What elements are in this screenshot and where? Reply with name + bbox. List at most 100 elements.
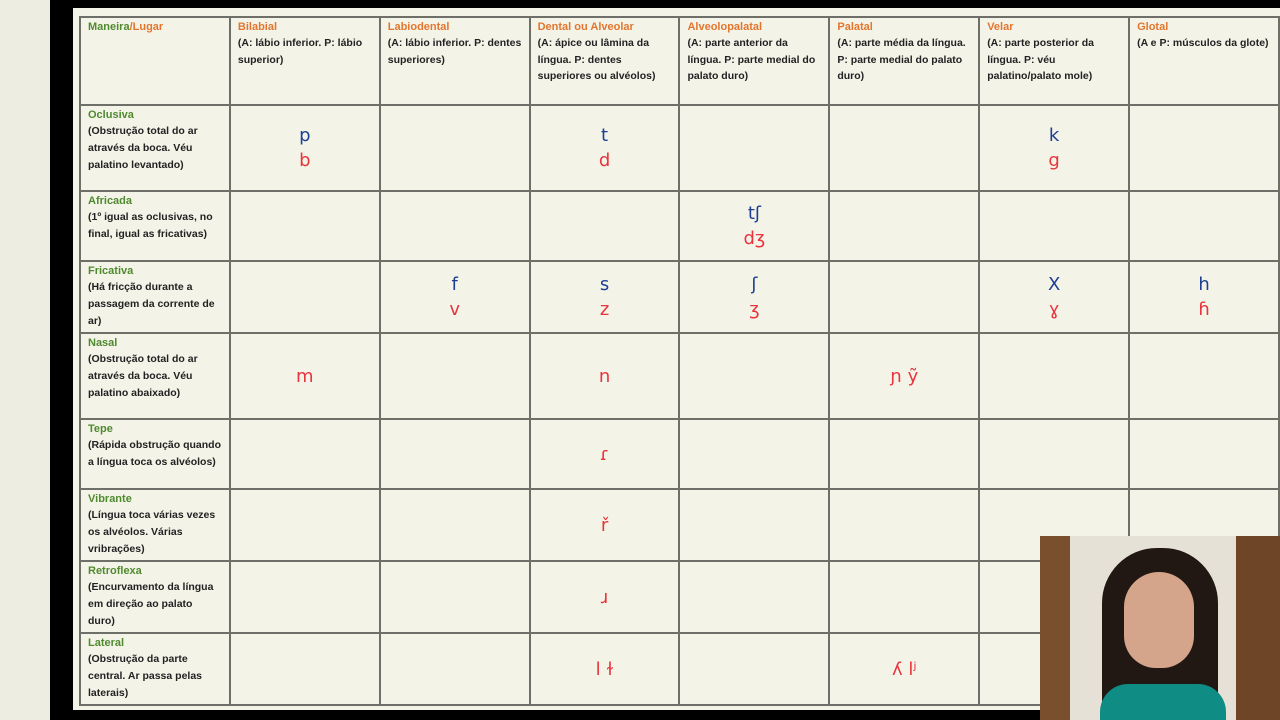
table-cell xyxy=(828,260,981,334)
table-cell: ʎ lʲ xyxy=(828,632,981,706)
table-row: Tepe (Rápida obstrução quando a língua to… xyxy=(79,418,1280,490)
manner-header: Maneira xyxy=(88,21,130,33)
column-name: Bilabial xyxy=(237,21,278,33)
column-name: Velar xyxy=(987,21,1014,33)
table-cell: l ɫ xyxy=(528,632,681,706)
table-cell xyxy=(828,190,981,262)
manner-name: Oclusiva xyxy=(88,109,134,121)
presenter-face xyxy=(1124,572,1194,668)
table-cell xyxy=(828,488,981,562)
table-cell xyxy=(378,632,531,706)
table-cell: ř xyxy=(528,488,681,562)
table-cell xyxy=(1128,190,1280,262)
table-row: Oclusiva (Obstrução total do ar através d… xyxy=(79,104,1280,192)
table-cell xyxy=(678,104,831,192)
table-cell xyxy=(1128,418,1280,490)
manner-description: (Obstrução total do ar através da boca. … xyxy=(88,125,198,171)
presenter-shirt xyxy=(1100,684,1226,720)
table-cell: n xyxy=(528,332,681,420)
voiced-symbol: ʒ xyxy=(749,299,760,320)
voiceless-symbol: ʃ xyxy=(751,274,758,295)
column-header-0: Bilabial (A: lábio inferior. P: lábio sup… xyxy=(228,16,381,106)
column-description: (A: parte média da língua. P: parte medi… xyxy=(837,37,966,82)
table-cell xyxy=(378,190,531,262)
column-description: (A: parte anterior da língua. P: parte m… xyxy=(687,37,816,82)
table-cell xyxy=(678,560,831,634)
table-cell: ɹ xyxy=(528,560,681,634)
voiced-symbol: ʎ lʲ xyxy=(892,658,917,680)
column-description: (A: ápice ou lâmina da língua. P: dentes… xyxy=(537,37,656,82)
voiceless-symbol: k xyxy=(1048,125,1060,146)
column-header-3: Alveolopalatal (A: parte anterior da líng… xyxy=(678,16,831,106)
manner-name: Lateral xyxy=(88,637,125,649)
consonant-table: Maneira/Lugar Bilabial (A: lábio inferior… xyxy=(79,16,1280,706)
voiced-symbol: ɾ xyxy=(599,443,610,465)
column-name: Labiodental xyxy=(387,21,450,33)
row-header-cell: Oclusiva (Obstrução total do ar através d… xyxy=(79,104,231,192)
table-cell xyxy=(528,190,681,262)
manner-name: Fricativa xyxy=(88,265,134,277)
voiced-symbol: m xyxy=(296,365,314,387)
place-header: Lugar xyxy=(132,21,164,33)
voiceless-symbol: p xyxy=(299,125,311,146)
manner-description: (Rápida obstrução quando a língua toca o… xyxy=(88,439,222,468)
table-cell xyxy=(378,332,531,420)
column-name: Palatal xyxy=(837,21,873,33)
manner-name: Vibrante xyxy=(88,493,132,505)
voiced-symbol: n xyxy=(598,365,611,387)
table-cell xyxy=(228,260,381,334)
table-cell xyxy=(678,332,831,420)
row-header-cell: Lateral (Obstrução da parte central. Ar p… xyxy=(79,632,231,706)
column-description: (A e P: músculos da glote) xyxy=(1137,37,1269,49)
voiced-symbol: ɲ ỹ xyxy=(890,365,919,387)
column-header-2: Dental ou Alveolar (A: ápice ou lâmina da… xyxy=(528,16,681,106)
manner-description: (1º igual as oclusivas, no final, igual … xyxy=(88,211,213,240)
table-cell xyxy=(978,332,1131,420)
column-name: Glotal xyxy=(1137,21,1169,33)
table-cell xyxy=(378,560,531,634)
table-cell xyxy=(228,632,381,706)
door-frame xyxy=(1040,536,1070,720)
table-cell: m xyxy=(228,332,381,420)
table-cell xyxy=(378,418,531,490)
voiceless-symbol: h xyxy=(1198,274,1210,295)
column-description: (A: lábio inferior. P: lábio superior) xyxy=(237,37,363,66)
column-name: Dental ou Alveolar xyxy=(537,21,634,33)
manner-description: (Obstrução da parte central. Ar passa pe… xyxy=(88,653,203,699)
column-header-4: Palatal (A: parte média da língua. P: par… xyxy=(828,16,981,106)
door-frame-right xyxy=(1236,536,1280,720)
column-header-6: Glotal (A e P: músculos da glote) xyxy=(1128,16,1280,106)
table-cell: tʃ dʒ xyxy=(678,190,831,262)
voiced-symbol: z xyxy=(599,299,610,320)
table-cell xyxy=(1128,332,1280,420)
voiced-symbol: ɦ xyxy=(1198,299,1210,320)
webcam-overlay xyxy=(1040,536,1280,720)
column-header-5: Velar (A: parte posterior da língua. P: v… xyxy=(978,16,1131,106)
voiced-symbol: dʒ xyxy=(743,228,766,249)
manner-description: (Língua toca várias vezes os alvéolos. V… xyxy=(88,509,216,555)
voiceless-symbol: t xyxy=(601,125,609,146)
table-cell xyxy=(678,418,831,490)
corner-header-cell: Maneira/Lugar xyxy=(79,16,231,106)
manner-name: Nasal xyxy=(88,337,118,349)
table-cell xyxy=(828,560,981,634)
table-cell xyxy=(1128,104,1280,192)
row-header-cell: Retroflexa (Encurvamento da língua em dir… xyxy=(79,560,231,634)
corner-header-label: Maneira/Lugar xyxy=(88,20,222,35)
voiceless-symbol: f xyxy=(451,274,458,295)
column-name: Alveolopalatal xyxy=(687,21,763,33)
row-header-cell: Africada (1º igual as oclusivas, no final… xyxy=(79,190,231,262)
voiced-symbol: d xyxy=(598,150,611,171)
table-cell xyxy=(678,488,831,562)
table-cell xyxy=(378,488,531,562)
row-header-cell: Tepe (Rápida obstrução quando a língua to… xyxy=(79,418,231,490)
table-cell xyxy=(228,418,381,490)
manner-name: Tepe xyxy=(88,423,113,435)
